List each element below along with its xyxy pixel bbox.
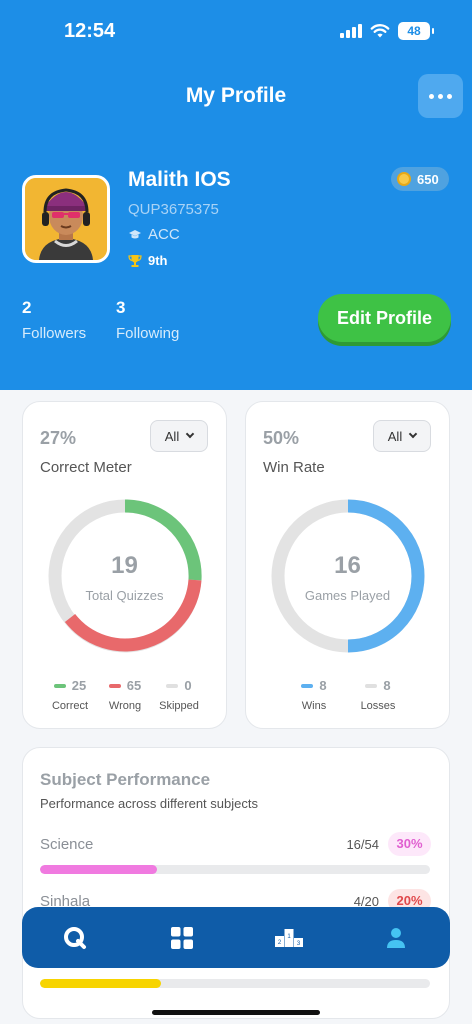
correct-meter-label: Correct Meter [40, 459, 132, 476]
profile-header: 12:54 48 My Profile [0, 0, 472, 390]
correct-filter-dropdown[interactable]: All [150, 420, 208, 452]
subject-score-sinhala: 4/20 [353, 894, 379, 909]
subject-name-science: Science [40, 836, 94, 853]
avatar[interactable] [22, 175, 110, 263]
subject-progress-fill [40, 865, 157, 874]
svg-text:3: 3 [297, 941, 301, 947]
total-quizzes-label: Total Quizzes [85, 588, 164, 603]
profile-name: Malith IOS [128, 168, 231, 191]
legend-wrong: 65 Wrong [108, 678, 142, 712]
games-played-label: Games Played [304, 588, 391, 603]
legend-correct: 25 Correct [51, 678, 89, 712]
subject-performance-card: Subject Performance Performance across d… [22, 747, 450, 1019]
total-quizzes-value: 19 [111, 552, 138, 579]
more-horizontal-icon [429, 93, 434, 99]
games-played-value: 16 [334, 552, 361, 579]
following-count[interactable]: 3 [116, 298, 126, 317]
user-rank-label: 9th [148, 253, 168, 268]
correct-filter-value: All [164, 428, 180, 444]
win-rate-donut-chart [271, 499, 425, 653]
nav-quiz[interactable] [45, 907, 105, 968]
chevron-down-icon [185, 429, 195, 439]
svg-text:2: 2 [278, 940, 282, 946]
edit-profile-button[interactable]: Edit Profile [318, 294, 451, 342]
user-group-label: ACC [148, 226, 180, 243]
subject-percent-science: 30% [388, 832, 431, 856]
subject-progress-science [40, 865, 430, 874]
donut-segment-wins [347, 499, 425, 653]
correct-meter-card: 27% Correct Meter All 19 Total Quizzes 2… [22, 401, 227, 729]
bottom-navigation: 2 1 3 [22, 907, 450, 968]
subject-name-sinhala: Sinhala [40, 893, 91, 910]
leaderboard-podium-icon: 2 1 3 [275, 928, 303, 947]
subject-progress-fill [40, 979, 161, 988]
subject-progress-third [40, 979, 430, 988]
trophy-icon [128, 254, 142, 267]
subject-performance-title: Subject Performance [40, 770, 211, 789]
win-rate-percent: 50% [263, 428, 300, 448]
user-id: QUP3675375 [128, 201, 219, 218]
legend-losses: 8 Losses [360, 678, 396, 712]
user-rank: 9th [128, 253, 168, 268]
page-title: My Profile [185, 84, 287, 107]
nav-profile[interactable] [366, 907, 426, 968]
following-label[interactable]: Following [116, 325, 180, 342]
battery-indicator: 48 [398, 22, 434, 40]
quiz-logo-icon [64, 926, 86, 949]
coin-icon [397, 172, 411, 186]
correct-donut-chart [48, 499, 202, 653]
coin-count: 650 [417, 171, 439, 187]
legend-skipped: 0 Skipped [159, 678, 199, 712]
cellular-signal-icon [340, 24, 362, 38]
followers-count[interactable]: 2 [22, 298, 32, 317]
followers-label[interactable]: Followers [22, 325, 87, 342]
win-rate-filter-dropdown[interactable]: All [373, 420, 431, 452]
coin-balance[interactable]: 650 [391, 167, 449, 191]
status-time: 12:54 [64, 20, 116, 42]
win-rate-filter-value: All [387, 428, 403, 444]
correct-percent: 27% [40, 428, 77, 448]
wifi-icon [370, 24, 390, 38]
user-icon [387, 927, 405, 948]
user-group: ACC [128, 226, 180, 243]
nav-categories[interactable] [152, 907, 212, 968]
legend-wins: 8 Wins [301, 678, 327, 712]
more-options-button[interactable] [418, 74, 463, 118]
nav-leaderboard[interactable]: 2 1 3 [259, 907, 319, 968]
status-icons: 48 [340, 22, 434, 40]
subject-performance-subtitle: Performance across different subjects [40, 796, 258, 811]
grid-icon [171, 926, 193, 949]
win-rate-card: 50% Win Rate All 16 Games Played 8 Wins … [245, 401, 450, 729]
graduation-cap-icon [129, 229, 141, 238]
subject-score-science: 16/54 [346, 837, 379, 852]
chevron-down-icon [408, 429, 418, 439]
home-indicator [152, 1010, 320, 1015]
donut-segment-correct [124, 499, 202, 581]
donut-segment-wrong [64, 579, 202, 652]
svg-text:1: 1 [287, 934, 291, 940]
win-rate-label: Win Rate [263, 459, 325, 476]
avatar-illustration [25, 178, 107, 260]
